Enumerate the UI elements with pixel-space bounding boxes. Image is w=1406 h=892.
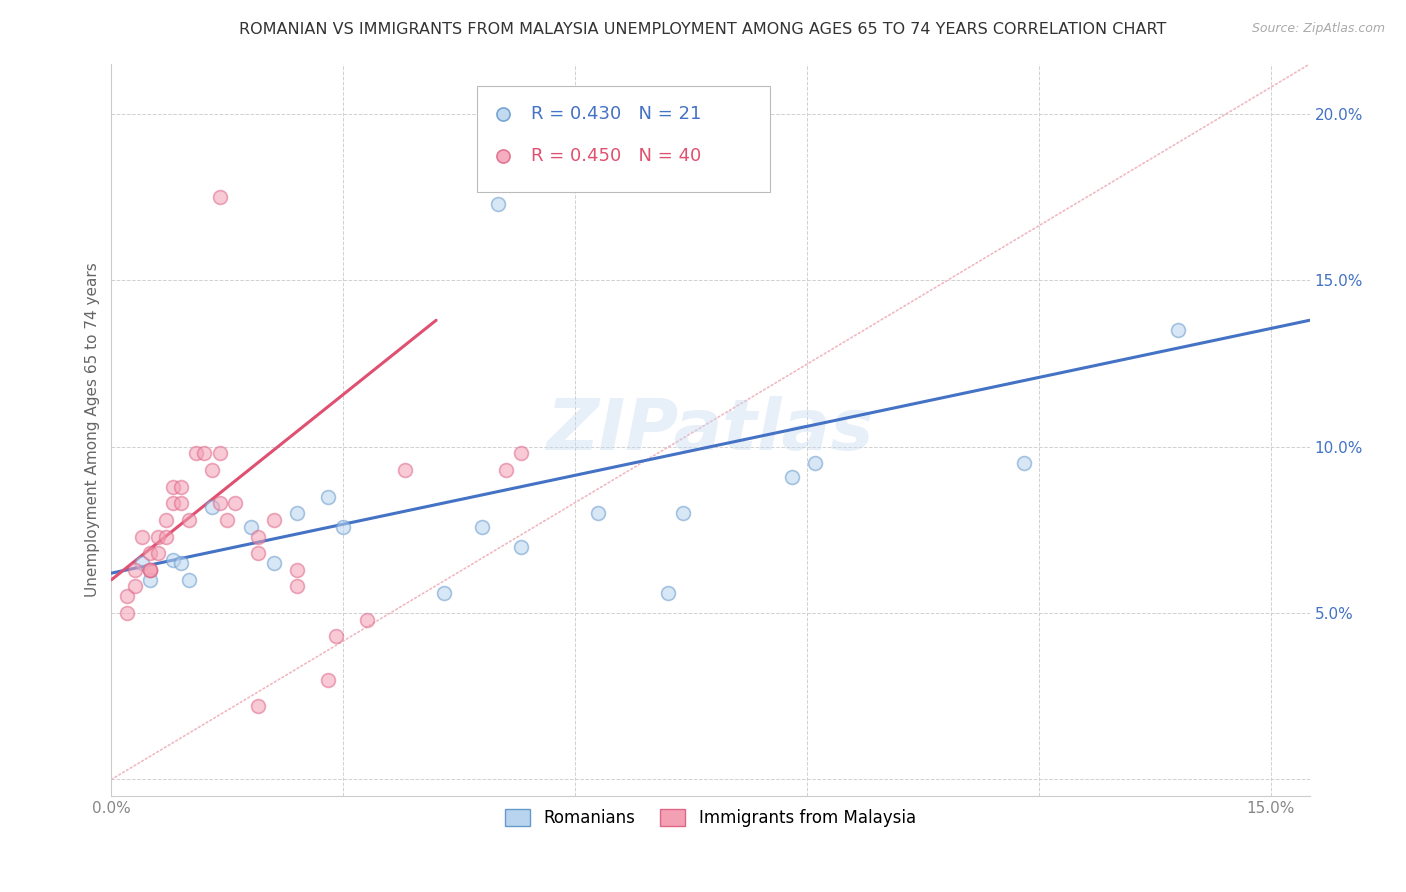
Point [263, 513, 285, 527]
Point [804, 456, 827, 470]
Point [247, 699, 270, 714]
Point [139, 563, 162, 577]
Point [495, 463, 517, 477]
Point [124, 563, 146, 577]
Text: ROMANIAN VS IMMIGRANTS FROM MALAYSIA UNEMPLOYMENT AMONG AGES 65 TO 74 YEARS CORR: ROMANIAN VS IMMIGRANTS FROM MALAYSIA UNE… [239, 22, 1167, 37]
Point [177, 573, 200, 587]
Text: R = 0.450   N = 40: R = 0.450 N = 40 [531, 146, 702, 164]
Point [285, 563, 308, 577]
Point [471, 519, 494, 533]
Point [124, 579, 146, 593]
Point [588, 506, 610, 520]
Point [162, 553, 184, 567]
Point [672, 506, 695, 520]
Point [115, 590, 138, 604]
Text: R = 0.430   N = 21: R = 0.430 N = 21 [531, 105, 702, 123]
Point [139, 546, 162, 560]
Point [131, 556, 153, 570]
Point [162, 496, 184, 510]
Point [316, 490, 339, 504]
Point [177, 513, 200, 527]
Point [155, 513, 177, 527]
Point [217, 513, 239, 527]
Point [224, 496, 246, 510]
Point [131, 530, 153, 544]
Point [146, 530, 169, 544]
Point [316, 673, 339, 687]
Point [139, 563, 162, 577]
Point [780, 469, 803, 483]
Point [139, 573, 162, 587]
Point [208, 190, 231, 204]
Point [263, 556, 285, 570]
Text: ZIPatlas: ZIPatlas [547, 395, 875, 465]
Point [657, 586, 679, 600]
Point [193, 446, 215, 460]
Point [1167, 323, 1189, 337]
Point [170, 480, 193, 494]
Point [170, 556, 193, 570]
Point [186, 446, 208, 460]
Point [356, 613, 378, 627]
Point [285, 579, 308, 593]
Point [285, 506, 308, 520]
Point [332, 519, 354, 533]
Point [247, 546, 270, 560]
Point [146, 546, 169, 560]
Point [208, 446, 231, 460]
Point [201, 500, 224, 514]
FancyBboxPatch shape [477, 86, 770, 192]
Point [510, 446, 533, 460]
Point [325, 629, 347, 643]
Legend: Romanians, Immigrants from Malaysia: Romanians, Immigrants from Malaysia [496, 800, 924, 835]
Point [170, 496, 193, 510]
Point [433, 586, 456, 600]
Point [247, 530, 270, 544]
Point [239, 519, 262, 533]
Point [201, 463, 224, 477]
Point [162, 480, 184, 494]
Y-axis label: Unemployment Among Ages 65 to 74 years: Unemployment Among Ages 65 to 74 years [86, 263, 100, 598]
Point [394, 463, 416, 477]
Point [510, 540, 533, 554]
Point [155, 530, 177, 544]
Point [208, 496, 231, 510]
Point [115, 606, 138, 620]
Point [1012, 456, 1035, 470]
Text: Source: ZipAtlas.com: Source: ZipAtlas.com [1251, 22, 1385, 36]
Point [486, 196, 509, 211]
Point [139, 563, 162, 577]
